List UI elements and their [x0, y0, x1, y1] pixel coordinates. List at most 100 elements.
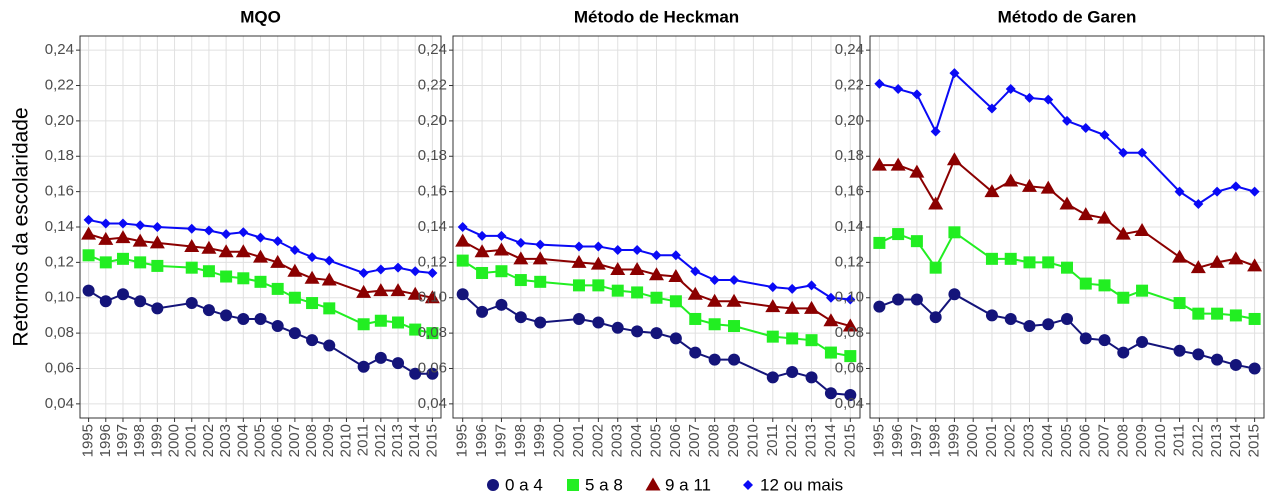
x-tick-label: 2007	[1095, 424, 1112, 457]
y-tick-label: 0,06	[418, 359, 447, 376]
point	[1229, 309, 1242, 322]
x-tick-label: 2004	[628, 424, 645, 457]
point	[892, 228, 905, 241]
point	[784, 300, 800, 314]
point	[1062, 115, 1072, 126]
x-tick-label: 2006	[269, 424, 286, 457]
x-tick-label: 2010	[744, 424, 761, 457]
point	[590, 256, 606, 270]
y-tick-label: 0,18	[45, 147, 74, 164]
x-tick-label: 1999	[945, 424, 962, 457]
point	[82, 284, 95, 297]
point	[201, 240, 217, 254]
point	[1004, 312, 1017, 325]
point	[254, 312, 267, 325]
y-tick-label: 0,06	[835, 359, 864, 376]
point	[1023, 256, 1036, 269]
point	[374, 351, 387, 364]
point	[805, 334, 818, 347]
point	[321, 272, 337, 286]
point	[1040, 180, 1056, 194]
point	[708, 318, 721, 331]
point	[476, 305, 489, 318]
y-tick-label: 0,20	[835, 112, 864, 129]
point	[409, 367, 422, 380]
x-tick-label: 2008	[1114, 424, 1131, 457]
x-tick-label: 2010	[337, 424, 354, 457]
y-tick-label: 0,04	[418, 395, 447, 412]
point	[1137, 147, 1148, 158]
point	[729, 275, 740, 286]
y-axis-label: Retornos da escolaridade	[10, 107, 33, 346]
point	[392, 316, 405, 329]
point	[930, 126, 941, 137]
x-tick-label: 2005	[647, 424, 664, 457]
x-tick-label: 1997	[908, 424, 925, 457]
x-tick-label: 2014	[822, 424, 839, 457]
panel-border	[869, 35, 1265, 419]
point	[1209, 254, 1225, 268]
y-tick-label: 0,20	[45, 112, 74, 129]
point	[185, 261, 198, 274]
point	[1061, 312, 1073, 325]
point	[572, 312, 585, 325]
point	[392, 357, 405, 370]
point	[1173, 344, 1186, 357]
y-tick-label: 0,18	[835, 147, 864, 164]
point	[185, 297, 198, 310]
y-tick-label: 0,08	[45, 324, 74, 341]
x-tick-label: 2003	[217, 424, 234, 457]
x-tick-label: 2008	[706, 424, 723, 457]
point	[910, 235, 923, 248]
point	[1098, 279, 1111, 292]
point	[514, 274, 527, 287]
legend-marker	[645, 477, 661, 491]
point	[1248, 312, 1261, 325]
point	[766, 330, 779, 343]
x-tick-label: 2007	[686, 424, 703, 457]
x-tick-label: 2003	[609, 424, 626, 457]
y-tick-label: 0,12	[418, 253, 447, 270]
point	[1229, 358, 1242, 371]
x-tick-label: 2009	[725, 424, 742, 457]
point	[805, 371, 818, 384]
y-tick-label: 0,10	[418, 289, 447, 306]
point	[1134, 223, 1150, 237]
x-tick-label: 1997	[492, 424, 509, 457]
point	[611, 284, 624, 297]
x-tick-label: 2000	[166, 424, 183, 457]
x-tick-label: 2003	[1020, 424, 1037, 457]
x-tick-label: 1996	[889, 424, 906, 457]
x-tick-label: 2012	[372, 424, 389, 457]
point	[270, 254, 286, 268]
point	[218, 244, 234, 258]
point	[151, 259, 164, 272]
point	[515, 237, 526, 248]
point	[571, 254, 587, 268]
point	[728, 353, 741, 366]
y-tick-label: 0,04	[45, 395, 74, 412]
x-tick-label: 1999	[531, 424, 548, 457]
point	[1136, 284, 1149, 297]
point	[911, 89, 922, 100]
point	[271, 320, 284, 333]
point	[390, 283, 406, 297]
x-tick-label: 1998	[512, 424, 529, 457]
point	[871, 157, 887, 171]
point	[1099, 130, 1110, 141]
point	[221, 229, 232, 240]
y-tick-label: 0,16	[835, 183, 864, 200]
y-tick-label: 0,14	[835, 218, 864, 235]
panel-title: Método de Heckman	[574, 7, 739, 26]
point	[410, 266, 421, 277]
point	[306, 297, 319, 310]
legend-label: 0 a 4	[505, 475, 543, 494]
point	[824, 387, 837, 400]
point	[184, 238, 200, 252]
point	[651, 250, 662, 261]
point	[324, 255, 335, 266]
point	[1080, 122, 1091, 133]
point	[909, 164, 925, 178]
x-tick-label: 2015	[841, 424, 858, 457]
point	[1192, 307, 1205, 320]
